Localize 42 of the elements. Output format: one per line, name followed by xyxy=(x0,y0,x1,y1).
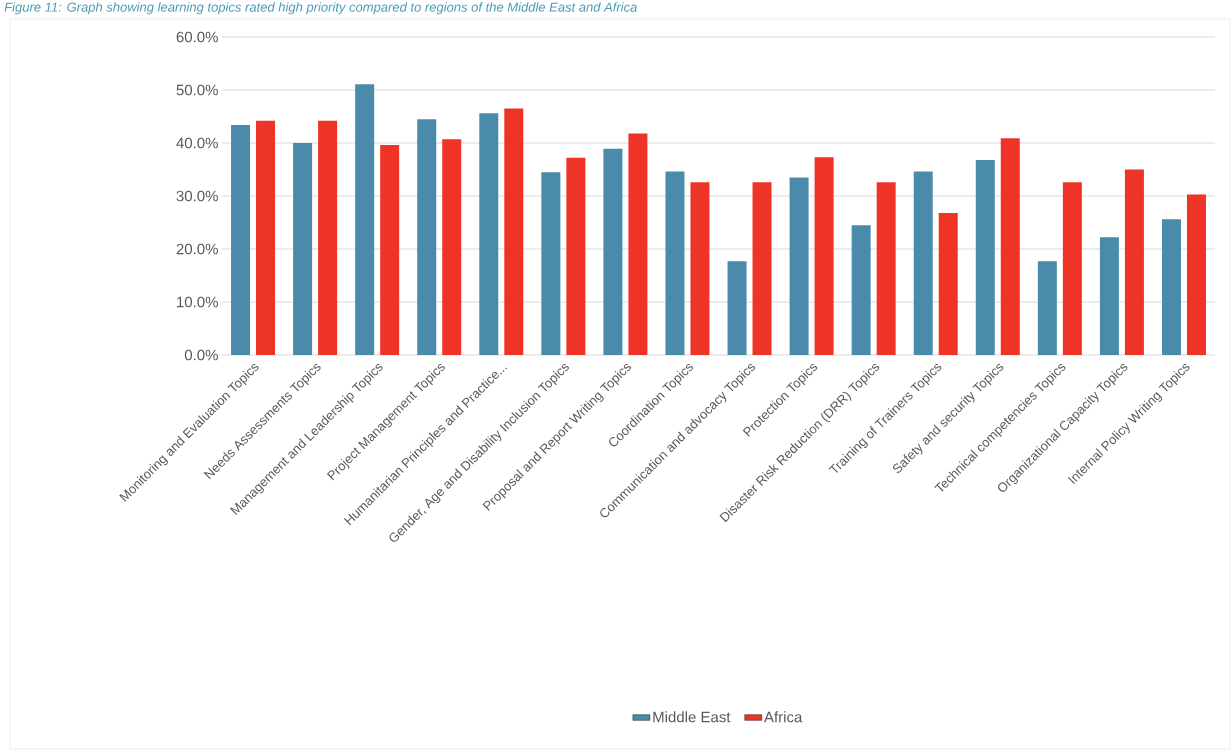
y-tick-label: 0.0% xyxy=(184,349,218,361)
y-tick-label: 10.0% xyxy=(177,296,218,308)
bar xyxy=(727,261,747,355)
legend-label: Middle East xyxy=(653,711,731,723)
bar xyxy=(479,113,499,355)
y-tick-label: 20.0% xyxy=(176,243,218,255)
y-tick-label: 30.0% xyxy=(176,190,218,202)
bar xyxy=(417,119,437,355)
y-tick-label: 40.0% xyxy=(176,137,218,149)
bar xyxy=(665,171,685,355)
bar xyxy=(504,108,524,355)
bar xyxy=(814,157,834,355)
bar xyxy=(789,177,809,355)
bar xyxy=(355,84,375,355)
bar xyxy=(318,120,338,355)
bar xyxy=(541,172,561,355)
bar xyxy=(1062,182,1082,355)
bar xyxy=(851,225,871,355)
bar xyxy=(1037,261,1057,355)
bar xyxy=(1124,169,1144,355)
bar xyxy=(293,142,313,355)
y-tick-label: 50.0% xyxy=(176,84,218,96)
bar xyxy=(442,139,462,355)
bar xyxy=(913,171,933,355)
y-tick-label: 60.0% xyxy=(176,31,218,43)
bar xyxy=(975,159,995,355)
bar xyxy=(566,157,586,355)
chart-title: Figure 11: Graph showing learning topics rated high priority compared to regions of the Middle East and Africa xyxy=(4,2,637,15)
bar xyxy=(256,120,276,355)
bar xyxy=(752,182,772,355)
bar xyxy=(628,133,648,355)
bar xyxy=(1161,219,1181,355)
bar xyxy=(231,124,251,355)
legend-label: Africa xyxy=(764,711,803,723)
bar xyxy=(938,212,958,355)
bar xyxy=(1000,138,1020,355)
bar xyxy=(380,145,400,355)
bar xyxy=(876,182,896,355)
bar xyxy=(690,182,710,355)
bar xyxy=(1099,237,1119,355)
bar xyxy=(603,148,623,355)
bar xyxy=(1186,194,1206,355)
